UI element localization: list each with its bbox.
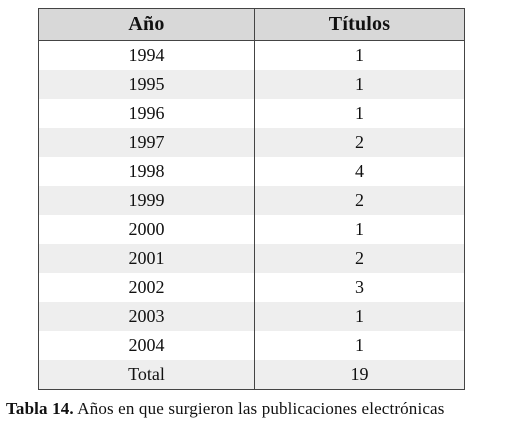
table-row: 2004 1 [38, 331, 465, 360]
table-row: 2003 1 [38, 302, 465, 331]
publications-table: Año Títulos 1994 1 1995 1 1996 1 1997 2 [38, 8, 465, 390]
table-header: Año Títulos [38, 8, 465, 41]
titles-cell: 1 [254, 215, 465, 244]
table-body: 1994 1 1995 1 1996 1 1997 2 1998 4 1999 … [38, 40, 465, 390]
titles-cell: 2 [254, 128, 465, 157]
titles-cell: 2 [254, 244, 465, 273]
header-row: Año Títulos [38, 8, 465, 41]
table-row: 1999 2 [38, 186, 465, 215]
year-cell: 2001 [38, 244, 255, 273]
titles-cell: 1 [254, 70, 465, 99]
titles-cell: 2 [254, 186, 465, 215]
data-table-container: Año Títulos 1994 1 1995 1 1996 1 1997 2 [38, 8, 465, 391]
year-cell: 1994 [38, 40, 255, 70]
caption-label: Tabla 14. [6, 399, 74, 418]
column-header-year: Año [38, 8, 255, 41]
titles-cell: 1 [254, 40, 465, 70]
table-row: 1995 1 [38, 70, 465, 99]
titles-cell: 3 [254, 273, 465, 302]
titles-cell: 1 [254, 331, 465, 360]
total-value-cell: 19 [254, 360, 465, 390]
table-row: 1994 1 [38, 40, 465, 70]
table-row: 1997 2 [38, 128, 465, 157]
titles-cell: 1 [254, 99, 465, 128]
year-cell: 1996 [38, 99, 255, 128]
year-cell: 1998 [38, 157, 255, 186]
total-label-cell: Total [38, 360, 255, 390]
table-row: 2000 1 [38, 215, 465, 244]
caption-text: Años en que surgieron las publicaciones … [77, 399, 445, 418]
titles-cell: 1 [254, 302, 465, 331]
year-cell: 2004 [38, 331, 255, 360]
column-header-titles: Títulos [254, 8, 465, 41]
table-row: 1998 4 [38, 157, 465, 186]
table-row: 2002 3 [38, 273, 465, 302]
total-row: Total 19 [38, 360, 465, 390]
year-cell: 1997 [38, 128, 255, 157]
table-row: 2001 2 [38, 244, 465, 273]
year-cell: 1995 [38, 70, 255, 99]
year-cell: 2002 [38, 273, 255, 302]
year-cell: 2000 [38, 215, 255, 244]
year-cell: 2003 [38, 302, 255, 331]
year-cell: 1999 [38, 186, 255, 215]
titles-cell: 4 [254, 157, 465, 186]
table-caption: Tabla 14. Años en que surgieron las publ… [6, 399, 512, 419]
table-row: 1996 1 [38, 99, 465, 128]
